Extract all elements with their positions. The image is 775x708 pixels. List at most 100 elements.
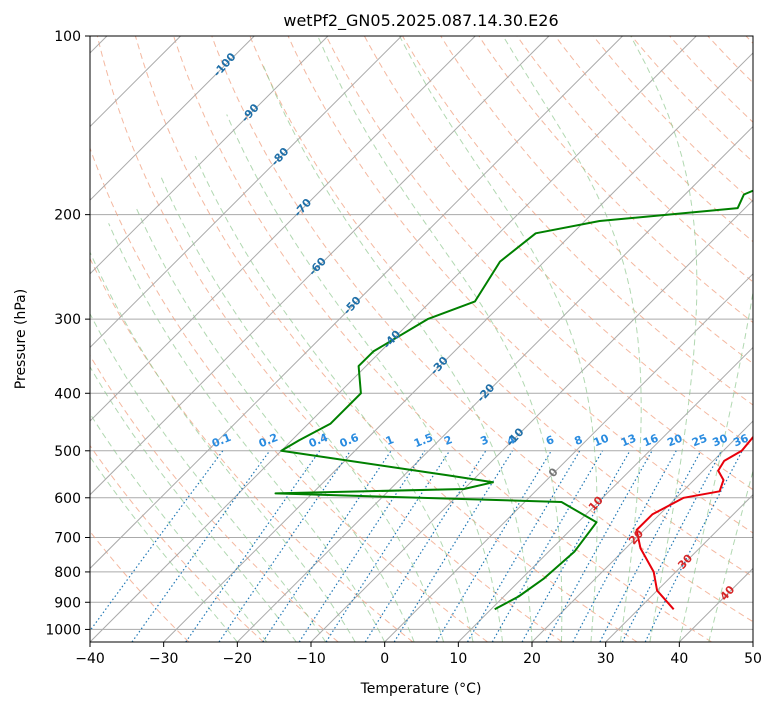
isotherm-line	[605, 494, 753, 642]
skewed-isotherms	[90, 36, 753, 642]
isotherm-line	[163, 52, 753, 642]
x-axis-title: Temperature (°C)	[360, 681, 482, 697]
mixing-ratio-line	[521, 450, 631, 642]
mixing-ratio-label: 13	[619, 432, 638, 450]
mixing-ratio-label: 2	[442, 433, 454, 448]
isotherm-line	[90, 36, 402, 349]
moist-adiabat	[90, 251, 356, 642]
x-tick-label: 20	[523, 651, 541, 667]
isotherm-line	[457, 346, 753, 642]
y-tick-label: 200	[54, 208, 81, 224]
mixing-ratio-line	[325, 450, 451, 642]
dry-adiabat	[90, 257, 414, 642]
mixing-ratio-line	[545, 450, 653, 642]
y-tick-label: 600	[54, 491, 81, 507]
y-tick-label: 800	[54, 565, 81, 581]
isotherm-line	[90, 36, 623, 570]
moist-adiabat	[317, 36, 563, 642]
mixing-ratio-label: 1	[384, 433, 396, 448]
mixing-ratio-line	[364, 450, 487, 642]
plot-area	[90, 36, 753, 642]
y-tick-label: 300	[54, 312, 81, 328]
x-tick-label: 0	[380, 651, 389, 667]
moist-adiabat	[194, 155, 474, 642]
moist-adiabat	[108, 223, 386, 642]
moist-adiabat	[502, 36, 642, 642]
moist-adiabat	[159, 174, 445, 642]
isotherm-line	[310, 199, 753, 642]
moist-adiabat	[90, 312, 327, 642]
y-tick-label: 900	[54, 595, 81, 611]
x-tick-label: −20	[223, 651, 253, 667]
chart-title: wetPf2_GN05.2025.087.14.30.E26	[283, 11, 558, 31]
x-tick-label: −30	[149, 651, 179, 667]
dry-adiabat	[96, 36, 563, 642]
mixing-ratio-line	[90, 450, 224, 632]
x-tick-label: 50	[744, 651, 762, 667]
mixing-ratio-line	[262, 450, 392, 642]
mixing-ratio-label: 25	[690, 432, 709, 450]
dry-adiabat	[478, 36, 753, 324]
dry-adiabat	[631, 36, 753, 163]
dry-adiabats	[90, 36, 753, 642]
isotherm-line	[384, 273, 753, 642]
dry-adiabat	[211, 36, 753, 623]
mixing-ratio-label: 36	[731, 432, 750, 450]
moist-adiabat	[90, 412, 268, 642]
moist-adiabats	[90, 36, 753, 642]
y-tick-label: 400	[54, 386, 81, 402]
plot-frame	[89, 35, 754, 643]
dry-adiabat	[173, 36, 712, 642]
moist-adiabat	[708, 469, 753, 642]
mixing-ratio-label: 8	[573, 433, 585, 448]
dry-adiabat	[90, 444, 264, 642]
isotherm-line	[90, 36, 476, 422]
mixing-ratio-line	[599, 450, 702, 642]
y-tick-label: 100	[54, 29, 81, 45]
moist-adiabat	[399, 36, 598, 642]
profile-lines	[274, 189, 753, 611]
moist-adiabat	[678, 289, 753, 642]
x-tick-label: −10	[296, 651, 326, 667]
y-tick-label: 700	[54, 531, 81, 547]
mixing-ratio-line	[435, 450, 552, 642]
pressure-gridlines	[90, 36, 753, 630]
moist-adiabat	[90, 455, 238, 642]
moist-adiabat	[630, 36, 698, 642]
x-tick-label: 30	[597, 651, 615, 667]
mixing-ratio-line	[572, 450, 677, 642]
x-tick-label: 10	[449, 651, 467, 667]
isotherm-line	[90, 36, 550, 496]
isotherm-line	[236, 125, 753, 642]
profile-line	[635, 435, 753, 610]
x-tick-label: 40	[670, 651, 688, 667]
dry-adiabat	[516, 36, 753, 283]
moist-adiabat	[226, 114, 503, 642]
dry-adiabat	[592, 36, 753, 203]
dry-adiabat	[402, 36, 753, 406]
mixing-ratio-label: 16	[641, 432, 660, 450]
mixing-ratio-label: 20	[665, 432, 684, 450]
mixing-ratio-label: 30	[711, 432, 730, 450]
mixing-ratio-label: 10	[592, 432, 611, 450]
dry-adiabat	[325, 36, 753, 491]
mixing-ratio-label: 3	[479, 433, 491, 448]
isotherm-line	[90, 36, 255, 201]
y-axis-title: Pressure (hPa)	[13, 289, 29, 389]
moist-adiabat	[90, 365, 297, 642]
axes: −40 −30 −20 −10 0 10 20 30 40 50 100 200 300 400 500 60…	[45, 29, 762, 667]
y-tick-label: 1000	[45, 622, 81, 638]
mixing-ratio-line	[131, 450, 271, 642]
profile-line	[274, 189, 753, 611]
moist-adiabat	[135, 207, 415, 642]
isotherm-line	[531, 420, 753, 642]
y-tick-label: 500	[54, 444, 81, 460]
dry-adiabat	[249, 36, 753, 578]
mixing-ratio-line	[218, 450, 351, 642]
mixing-ratio-line	[298, 450, 426, 642]
dry-adiabat	[134, 36, 638, 642]
isotherm-line	[90, 36, 329, 275]
x-tick-label: −40	[75, 651, 105, 667]
